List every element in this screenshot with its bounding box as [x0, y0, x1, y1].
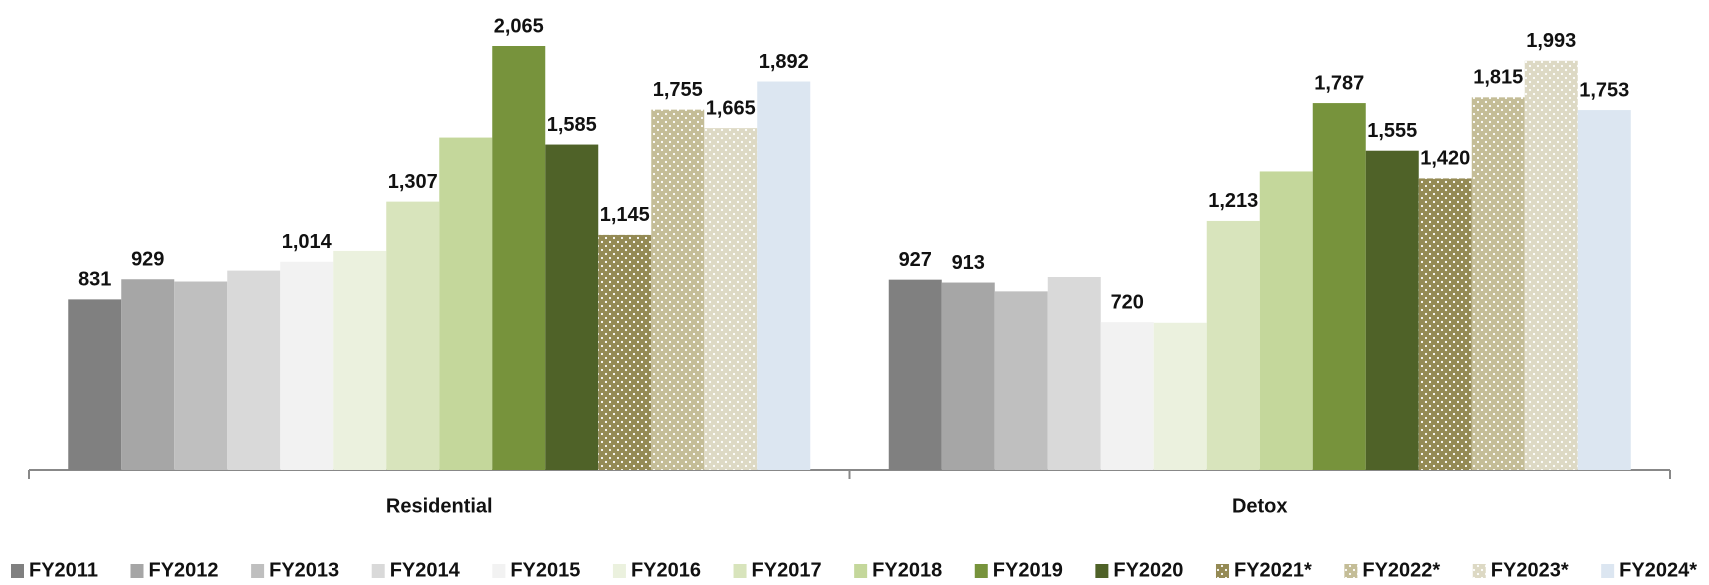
data-label: 1,815	[1473, 67, 1523, 89]
legend-label: FY2012	[149, 559, 219, 581]
legend-label: FY2019	[993, 559, 1063, 581]
data-label: 1,787	[1314, 72, 1364, 94]
legend-swatch	[371, 564, 385, 578]
bar	[174, 281, 228, 470]
bar	[1100, 322, 1154, 470]
bar	[227, 270, 281, 470]
data-label: 1,014	[282, 231, 333, 253]
legend-swatch	[733, 564, 747, 578]
bar	[68, 299, 122, 470]
data-label: 929	[131, 249, 164, 271]
x-tick-label: Detox	[1232, 495, 1288, 517]
legend-swatch	[1215, 564, 1229, 578]
legend-label: FY2023*	[1491, 559, 1569, 581]
legend-label: FY2014	[390, 559, 461, 581]
bar	[1524, 60, 1578, 470]
legend-swatch	[251, 564, 265, 578]
legend-swatch	[130, 564, 144, 578]
legend-swatch	[974, 564, 988, 578]
bar	[941, 282, 995, 470]
data-label: 1,307	[388, 171, 438, 193]
data-label: 913	[952, 252, 985, 274]
legend-swatch	[1095, 564, 1109, 578]
data-label: 927	[899, 249, 932, 271]
legend-swatch	[11, 564, 24, 578]
data-label: 831	[78, 269, 111, 291]
legend-label: FY2018	[872, 559, 942, 581]
bar	[757, 81, 811, 471]
bar	[1418, 178, 1472, 470]
data-label: 1,993	[1526, 30, 1576, 52]
data-label: 1,665	[706, 97, 756, 119]
bar	[1471, 97, 1525, 470]
legend-label: FY2016	[631, 559, 701, 581]
bar	[1365, 150, 1419, 470]
legend-label: FY2013	[269, 559, 339, 581]
legend-label: FY2017	[752, 559, 822, 581]
bar	[439, 137, 493, 470]
bar	[1206, 220, 1260, 470]
legend-swatch	[492, 564, 506, 578]
bar	[994, 291, 1048, 470]
bar	[545, 144, 599, 471]
legend-label: FY2011	[29, 559, 98, 581]
legend-swatch	[1344, 564, 1358, 578]
x-tick-label: Residential	[386, 495, 493, 517]
data-label: 1,892	[759, 51, 809, 73]
legend-swatch	[854, 564, 868, 578]
bar	[333, 250, 387, 470]
bar	[1259, 171, 1313, 471]
bar	[1577, 110, 1631, 471]
bar	[651, 109, 705, 470]
data-label: 1,555	[1367, 120, 1417, 142]
legend-label: FY2021*	[1234, 559, 1312, 581]
data-label: 1,145	[600, 204, 650, 226]
bar	[492, 46, 546, 470]
bar	[1312, 103, 1366, 470]
bar	[386, 201, 440, 471]
data-label: 1,755	[653, 79, 703, 101]
data-label: 1,753	[1579, 79, 1629, 101]
data-label: 1,585	[547, 114, 597, 136]
data-label: 720	[1111, 291, 1144, 313]
data-label: 1,213	[1208, 190, 1258, 212]
bar	[1153, 322, 1207, 470]
bar	[280, 261, 334, 470]
bar	[704, 128, 758, 471]
data-label: 2,065	[494, 15, 544, 37]
bar	[598, 234, 652, 470]
legend-swatch	[612, 564, 626, 578]
legend-swatch	[1601, 564, 1615, 578]
legend-label: FY2022*	[1362, 559, 1440, 581]
bar	[1047, 276, 1101, 470]
bar	[121, 279, 175, 470]
legend-label: FY2020	[1113, 559, 1183, 581]
legend-swatch	[1472, 564, 1486, 578]
data-label: 1,420	[1420, 148, 1470, 170]
legend-label: FY2015	[510, 559, 580, 581]
bar	[888, 279, 942, 470]
legend-label: FY2024*	[1619, 559, 1697, 581]
